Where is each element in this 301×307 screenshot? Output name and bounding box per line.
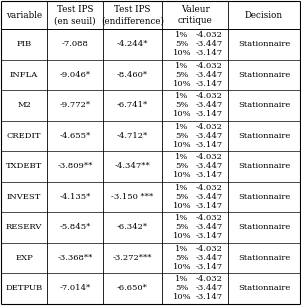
Text: 10%: 10%	[172, 49, 191, 57]
Text: Stationnaire: Stationnaire	[238, 284, 290, 292]
Text: 10%: 10%	[172, 202, 191, 210]
Text: Stationnaire: Stationnaire	[238, 162, 290, 170]
Text: -6.741*: -6.741*	[117, 101, 148, 109]
Text: RESERV: RESERV	[6, 223, 42, 231]
Text: DETPUB: DETPUB	[5, 284, 42, 292]
Text: -4.032: -4.032	[196, 92, 223, 100]
Text: 10%: 10%	[172, 80, 191, 88]
Text: -3.272***: -3.272***	[113, 254, 152, 262]
Text: INVEST: INVEST	[7, 193, 41, 201]
Text: -6.342*: -6.342*	[117, 223, 148, 231]
Text: -4.032: -4.032	[196, 275, 223, 283]
Text: variable: variable	[6, 10, 42, 20]
Text: Test IPS
(en seuil): Test IPS (en seuil)	[54, 5, 96, 25]
Text: -3.447: -3.447	[196, 132, 223, 140]
Text: -3.447: -3.447	[196, 223, 223, 231]
Text: 1%: 1%	[175, 153, 188, 161]
Text: -8.460*: -8.460*	[117, 71, 148, 79]
Text: 10%: 10%	[172, 293, 191, 301]
Text: -3.368**: -3.368**	[57, 254, 93, 262]
Text: -4.032: -4.032	[196, 62, 223, 70]
Text: 1%: 1%	[175, 275, 188, 283]
Text: 1%: 1%	[175, 245, 188, 253]
Text: -3.147: -3.147	[196, 232, 223, 240]
Text: 5%: 5%	[175, 284, 188, 292]
Text: -4.032: -4.032	[196, 245, 223, 253]
Text: -3.447: -3.447	[196, 162, 223, 170]
Text: -3.447: -3.447	[196, 71, 223, 79]
Text: Decision: Decision	[245, 10, 283, 20]
Text: -3.447: -3.447	[196, 193, 223, 201]
Text: -3.147: -3.147	[196, 141, 223, 149]
Text: 5%: 5%	[175, 101, 188, 109]
Text: 10%: 10%	[172, 232, 191, 240]
Text: -3.447: -3.447	[196, 284, 223, 292]
Text: 5%: 5%	[175, 193, 188, 201]
Text: 1%: 1%	[175, 214, 188, 222]
Text: Stationnaire: Stationnaire	[238, 132, 290, 140]
Text: -7.088: -7.088	[62, 40, 88, 48]
Text: Valeur
critique: Valeur critique	[178, 5, 213, 25]
Text: PIB: PIB	[17, 40, 32, 48]
Text: -3.147: -3.147	[196, 171, 223, 179]
Text: 5%: 5%	[175, 223, 188, 231]
Text: TXDEBT: TXDEBT	[6, 162, 42, 170]
Text: M2: M2	[17, 101, 31, 109]
Text: 10%: 10%	[172, 263, 191, 271]
Text: -4.244*: -4.244*	[117, 40, 148, 48]
Text: -3.147: -3.147	[196, 49, 223, 57]
Text: -4.032: -4.032	[196, 214, 223, 222]
Text: 1%: 1%	[175, 92, 188, 100]
Text: -3.447: -3.447	[196, 101, 223, 109]
Text: -4.712*: -4.712*	[117, 132, 148, 140]
Text: CREDIT: CREDIT	[7, 132, 41, 140]
Text: Stationnaire: Stationnaire	[238, 223, 290, 231]
Text: -4.032: -4.032	[196, 153, 223, 161]
Text: -5.845*: -5.845*	[59, 223, 91, 231]
Text: 1%: 1%	[175, 122, 188, 130]
Text: -3.147: -3.147	[196, 111, 223, 119]
Text: 5%: 5%	[175, 40, 188, 48]
Text: 1%: 1%	[175, 31, 188, 39]
Text: 1%: 1%	[175, 62, 188, 70]
Text: -7.014*: -7.014*	[59, 284, 91, 292]
Text: 5%: 5%	[175, 132, 188, 140]
Text: -4.655*: -4.655*	[59, 132, 91, 140]
Text: -9.772*: -9.772*	[59, 101, 91, 109]
Text: 5%: 5%	[175, 71, 188, 79]
Text: -4.032: -4.032	[196, 31, 223, 39]
Text: -3.147: -3.147	[196, 263, 223, 271]
Text: EXP: EXP	[15, 254, 33, 262]
Text: Stationnaire: Stationnaire	[238, 193, 290, 201]
Text: -3.150 ***: -3.150 ***	[111, 193, 154, 201]
Text: Stationnaire: Stationnaire	[238, 40, 290, 48]
Text: -4.347**: -4.347**	[115, 162, 150, 170]
Text: -9.046*: -9.046*	[59, 71, 91, 79]
Text: Stationnaire: Stationnaire	[238, 71, 290, 79]
Text: 5%: 5%	[175, 162, 188, 170]
Text: -3.447: -3.447	[196, 254, 223, 262]
Text: -4.032: -4.032	[196, 122, 223, 130]
Text: -6.650*: -6.650*	[117, 284, 148, 292]
Text: -3.147: -3.147	[196, 80, 223, 88]
Text: 10%: 10%	[172, 111, 191, 119]
Text: 1%: 1%	[175, 184, 188, 192]
Text: Stationnaire: Stationnaire	[238, 101, 290, 109]
Text: INFLA: INFLA	[10, 71, 38, 79]
Text: 5%: 5%	[175, 254, 188, 262]
Text: -3.147: -3.147	[196, 202, 223, 210]
Text: Test IPS
(endifference): Test IPS (endifference)	[101, 5, 164, 25]
Text: -3.447: -3.447	[196, 40, 223, 48]
Text: Stationnaire: Stationnaire	[238, 254, 290, 262]
Text: -3.147: -3.147	[196, 293, 223, 301]
Text: -4.032: -4.032	[196, 184, 223, 192]
Text: -3.809**: -3.809**	[57, 162, 93, 170]
Text: 10%: 10%	[172, 171, 191, 179]
Text: 10%: 10%	[172, 141, 191, 149]
Text: -4.135*: -4.135*	[59, 193, 91, 201]
